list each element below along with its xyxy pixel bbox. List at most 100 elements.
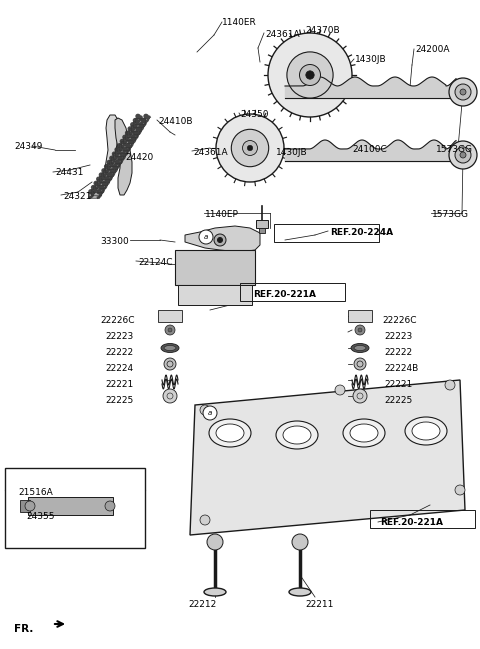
Circle shape <box>306 71 314 79</box>
Circle shape <box>216 114 284 182</box>
Circle shape <box>200 515 210 525</box>
Ellipse shape <box>412 422 440 440</box>
Ellipse shape <box>161 343 179 352</box>
Circle shape <box>231 129 269 167</box>
Circle shape <box>455 485 465 495</box>
Circle shape <box>164 358 176 370</box>
Circle shape <box>207 534 223 550</box>
Ellipse shape <box>204 588 226 596</box>
Text: a: a <box>208 410 212 416</box>
Circle shape <box>358 328 362 332</box>
Bar <box>5 468 145 548</box>
Ellipse shape <box>343 419 385 447</box>
Bar <box>121 141 131 147</box>
Text: 24410B: 24410B <box>158 117 192 126</box>
Bar <box>113 153 123 160</box>
Text: 22224B: 22224B <box>384 364 418 373</box>
Bar <box>127 131 137 137</box>
Text: 22211: 22211 <box>305 600 334 609</box>
Text: 1430JB: 1430JB <box>276 148 308 157</box>
Text: 1140ER: 1140ER <box>222 18 257 27</box>
Circle shape <box>355 325 365 335</box>
Text: 21516A: 21516A <box>18 488 53 497</box>
Text: 22212: 22212 <box>188 600 216 609</box>
Circle shape <box>163 389 177 403</box>
Circle shape <box>25 501 35 511</box>
Bar <box>115 151 125 156</box>
Text: 22222: 22222 <box>105 348 133 357</box>
Polygon shape <box>185 226 260 252</box>
Bar <box>256 220 268 228</box>
Bar <box>123 138 133 143</box>
Text: 22223: 22223 <box>384 332 412 341</box>
Text: REF.20-221A: REF.20-221A <box>253 290 316 299</box>
Text: 1430JB: 1430JB <box>355 55 386 64</box>
Text: 22221: 22221 <box>384 380 412 389</box>
Ellipse shape <box>283 426 311 444</box>
Text: 1573GG: 1573GG <box>432 210 469 219</box>
Circle shape <box>292 534 308 550</box>
Circle shape <box>445 380 455 390</box>
Bar <box>20 500 30 512</box>
Polygon shape <box>115 118 132 195</box>
Text: 24100C: 24100C <box>352 145 387 154</box>
Bar <box>101 173 111 178</box>
Circle shape <box>247 145 252 151</box>
Ellipse shape <box>351 343 369 352</box>
Bar <box>158 310 182 322</box>
Ellipse shape <box>276 421 318 449</box>
Text: 22225: 22225 <box>384 396 412 405</box>
Circle shape <box>199 230 213 244</box>
Circle shape <box>217 238 223 243</box>
Bar <box>103 169 113 175</box>
Circle shape <box>353 389 367 403</box>
Bar <box>274 224 379 242</box>
Bar <box>89 192 99 198</box>
Text: a: a <box>16 476 20 482</box>
Bar <box>240 283 345 301</box>
Bar <box>109 160 119 166</box>
Text: 22224: 22224 <box>105 364 133 373</box>
Text: 22222: 22222 <box>384 348 412 357</box>
Bar <box>175 250 255 285</box>
Bar <box>259 228 265 233</box>
Circle shape <box>214 234 226 246</box>
Bar <box>111 156 121 163</box>
Bar <box>117 147 127 153</box>
Text: REF.20-221A: REF.20-221A <box>380 518 443 527</box>
Text: 24361A: 24361A <box>193 148 228 157</box>
Bar <box>133 121 143 127</box>
Bar <box>105 166 115 173</box>
Text: 22223: 22223 <box>105 332 133 341</box>
Bar <box>119 144 129 150</box>
Circle shape <box>460 89 466 95</box>
Polygon shape <box>190 380 465 535</box>
Bar <box>129 128 139 134</box>
Text: 1573GG: 1573GG <box>436 145 473 154</box>
Bar <box>95 182 105 188</box>
Bar <box>91 189 101 195</box>
Circle shape <box>354 358 366 370</box>
Text: 24355: 24355 <box>26 512 55 521</box>
Bar <box>97 179 107 185</box>
Text: 1140EP: 1140EP <box>205 210 239 219</box>
Ellipse shape <box>350 424 378 442</box>
Circle shape <box>287 52 333 98</box>
Ellipse shape <box>405 417 447 445</box>
Circle shape <box>165 325 175 335</box>
Circle shape <box>300 64 321 86</box>
Bar <box>107 163 117 169</box>
Text: REF.20-224A: REF.20-224A <box>330 228 393 237</box>
Text: 22221: 22221 <box>105 380 133 389</box>
Ellipse shape <box>289 588 311 596</box>
Bar <box>178 285 252 305</box>
Text: 22226C: 22226C <box>100 316 134 325</box>
Text: 24349: 24349 <box>14 142 42 151</box>
Ellipse shape <box>354 345 366 350</box>
Bar <box>135 118 145 124</box>
Text: 24321: 24321 <box>63 192 91 201</box>
Text: 24420: 24420 <box>125 153 153 162</box>
Text: 24361A: 24361A <box>265 30 300 39</box>
Bar <box>93 186 103 191</box>
Text: a: a <box>204 234 208 240</box>
